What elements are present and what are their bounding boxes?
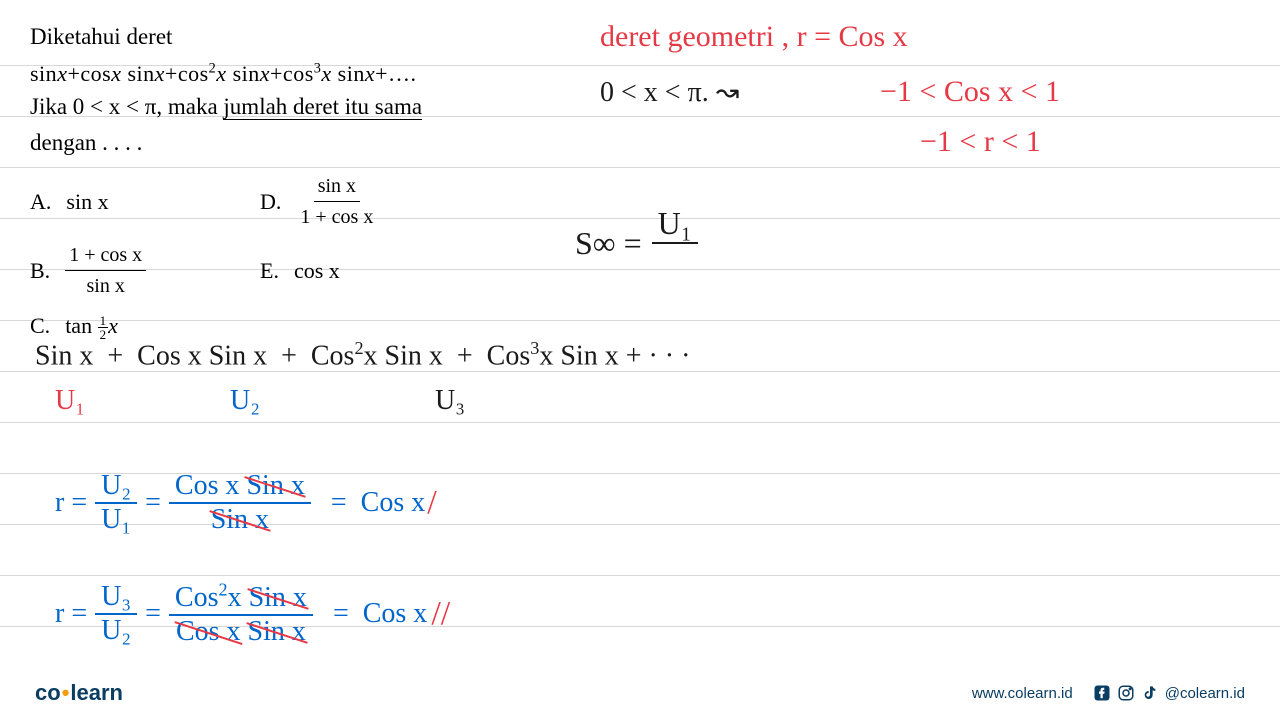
hw-range-red2: −1 < r < 1 bbox=[920, 125, 1041, 159]
option-c: C. tan 12x bbox=[30, 309, 260, 342]
hw-sinf: S∞ = U₁ U bbox=[575, 205, 698, 281]
social-icons: @colearn.id bbox=[1093, 684, 1245, 702]
tiktok-icon bbox=[1141, 684, 1159, 702]
option-d: D. sin x 1 + cos x bbox=[260, 171, 490, 232]
hw-u1: U₁ bbox=[55, 385, 85, 417]
problem-series: sinx+cosx sinx+cos2x sinx+cos3x sinx+…. bbox=[30, 57, 550, 90]
option-e: E. cos x bbox=[260, 240, 490, 301]
hw-range-red: −1 < Cos x < 1 bbox=[880, 75, 1060, 109]
hw-r2: r = U₃ U₂ = Cos2x Sin x Cos x Sin x = Co… bbox=[55, 580, 450, 648]
hw-u3: U₃ bbox=[435, 385, 465, 417]
footer: co•learn www.colearn.id @colearn.id bbox=[0, 678, 1280, 708]
footer-url: www.colearn.id bbox=[972, 685, 1073, 702]
hw-u2: U₂ bbox=[230, 385, 260, 417]
problem-line2: Jika 0 < x < π, maka jumlah deret itu sa… bbox=[30, 90, 550, 125]
problem-line3: dengan . . . . bbox=[30, 126, 550, 161]
hw-series: Sin x + Cos x Sin x + Cos2x Sin x + Cos3… bbox=[35, 338, 690, 372]
hw-r1: r = U₂ U₁ = Cos x Sin x Sin x = Cos x / bbox=[55, 470, 437, 536]
logo: co•learn bbox=[35, 680, 123, 706]
option-a: A. sin x bbox=[30, 171, 260, 232]
footer-right: www.colearn.id @colearn.id bbox=[972, 684, 1245, 702]
problem-block: Diketahui deret sinx+cosx sinx+cos2x sin… bbox=[30, 20, 550, 342]
instagram-icon bbox=[1117, 684, 1135, 702]
option-b: B. 1 + cos x sin x bbox=[30, 240, 260, 301]
options-grid: A. sin x D. sin x 1 + cos x B. 1 + cos x… bbox=[30, 171, 550, 342]
facebook-icon bbox=[1093, 684, 1111, 702]
hw-title: deret geometri , r = Cos x bbox=[600, 20, 908, 54]
hw-range-black: 0 < x < π. ↝ bbox=[600, 75, 739, 109]
footer-handle: @colearn.id bbox=[1165, 685, 1245, 702]
problem-line1: Diketahui deret bbox=[30, 20, 550, 55]
